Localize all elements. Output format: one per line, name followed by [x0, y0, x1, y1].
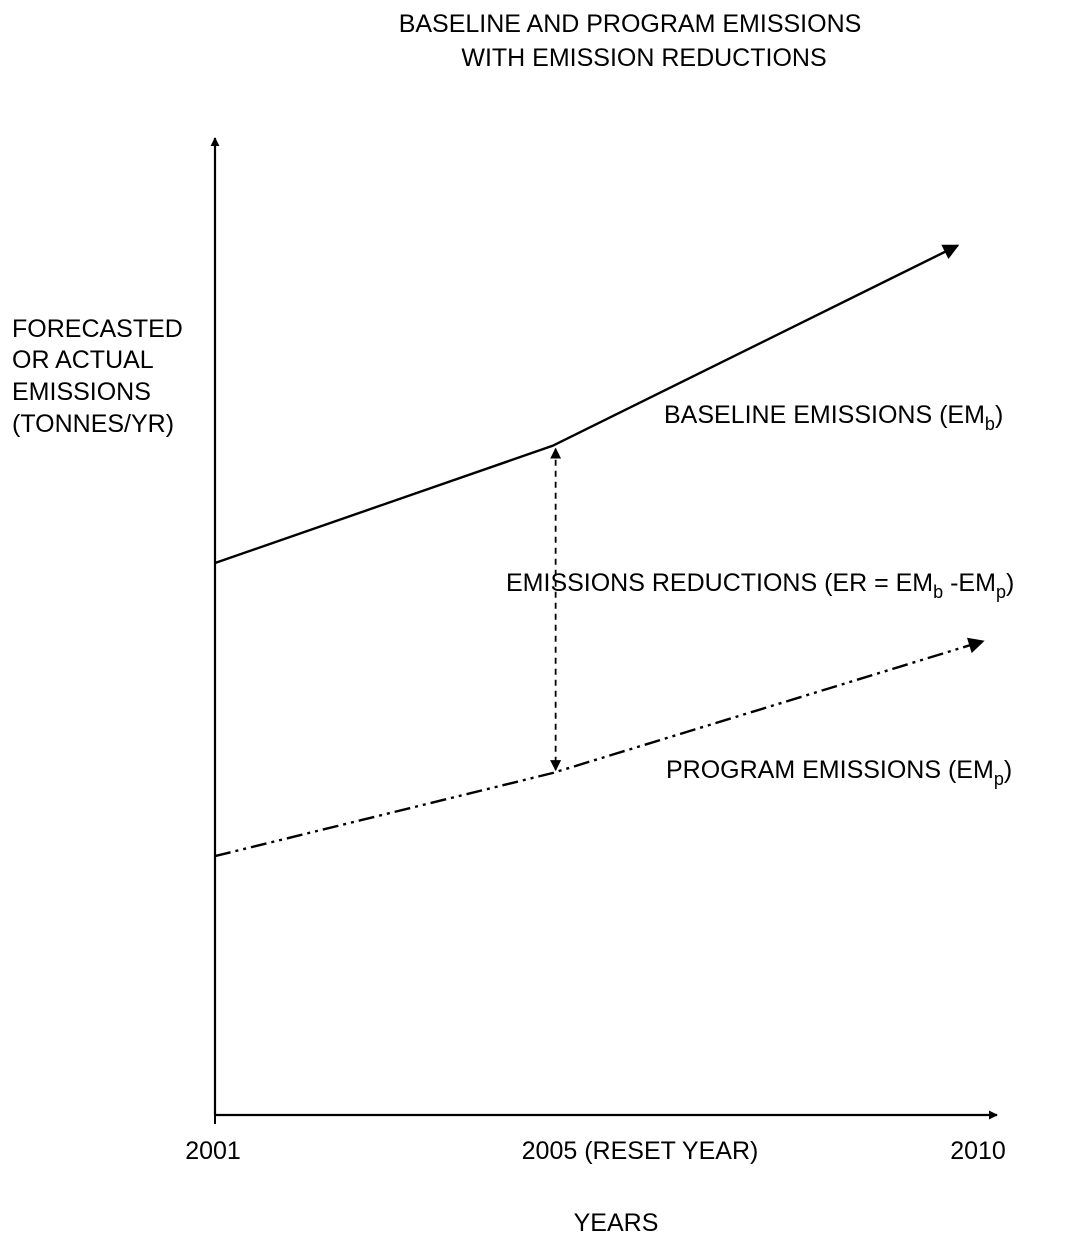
chart-title-line-2: WITH EMISSION REDUCTIONS: [461, 44, 826, 72]
emissions-reductions-label: EMISSIONS REDUCTIONS (ER = EMb -EMp): [506, 569, 1014, 602]
y-axis-label-line-1: FORECASTED: [12, 315, 183, 343]
x-tick-label-2001: 2001: [185, 1137, 241, 1165]
program-emissions-label: PROGRAM EMISSIONS (EMp): [666, 756, 1012, 789]
baseline-emissions-label: BASELINE EMISSIONS (EMb): [664, 401, 1003, 434]
x-tick-label-2005: 2005 (RESET YEAR): [522, 1137, 759, 1165]
y-axis-label-line-4: (TONNES/YR): [12, 410, 174, 438]
x-tick-label-2010: 2010: [950, 1137, 1006, 1165]
y-axis-label-line-2: OR ACTUAL: [12, 346, 154, 374]
y-axis-label-line-3: EMISSIONS: [12, 378, 151, 406]
x-axis-label: YEARS: [574, 1209, 659, 1237]
chart-title-line-1: BASELINE AND PROGRAM EMISSIONS: [399, 10, 862, 38]
baseline-emissions-line: [214, 244, 960, 565]
program-emissions-line: [214, 637, 985, 858]
